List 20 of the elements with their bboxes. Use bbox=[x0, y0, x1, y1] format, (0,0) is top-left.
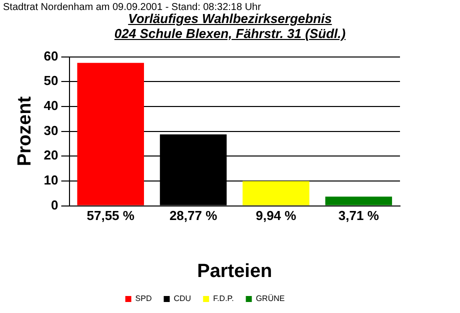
legend-label: CDU bbox=[174, 294, 192, 304]
y-tick-label: 10 bbox=[44, 172, 58, 188]
legend-label: F.D.P. bbox=[213, 294, 234, 304]
data-label: 28,77 % bbox=[169, 208, 218, 223]
y-axis-title: Prozent bbox=[14, 96, 36, 166]
data-label: 3,71 % bbox=[338, 208, 380, 223]
text: Stadtrat Nordenham am 09.09.2001 - Stand: 08:32:18 Uhr bbox=[3, 2, 261, 13]
data-label: 9,94 % bbox=[256, 208, 297, 223]
y-tick-label: 0 bbox=[51, 197, 58, 212]
legend-label: SPD bbox=[135, 294, 152, 304]
y-tick-label: 50 bbox=[44, 73, 58, 88]
y-tick-label: 20 bbox=[44, 148, 58, 163]
y-tick-label: 40 bbox=[44, 98, 58, 114]
x-axis-title: Parteien bbox=[197, 260, 272, 282]
chart-subtitle: 024 Schule Blexen, Fährstr. 31 (Südl.) bbox=[113, 26, 347, 41]
data-label: 57,55 % bbox=[86, 208, 135, 223]
legend-label: GRÜNE bbox=[256, 294, 285, 304]
y-tick-label: 30 bbox=[44, 122, 58, 138]
y-tick-label: 60 bbox=[44, 48, 58, 64]
chart-title: Vorläufiges Wahlbezirksergebnis bbox=[127, 11, 333, 26]
